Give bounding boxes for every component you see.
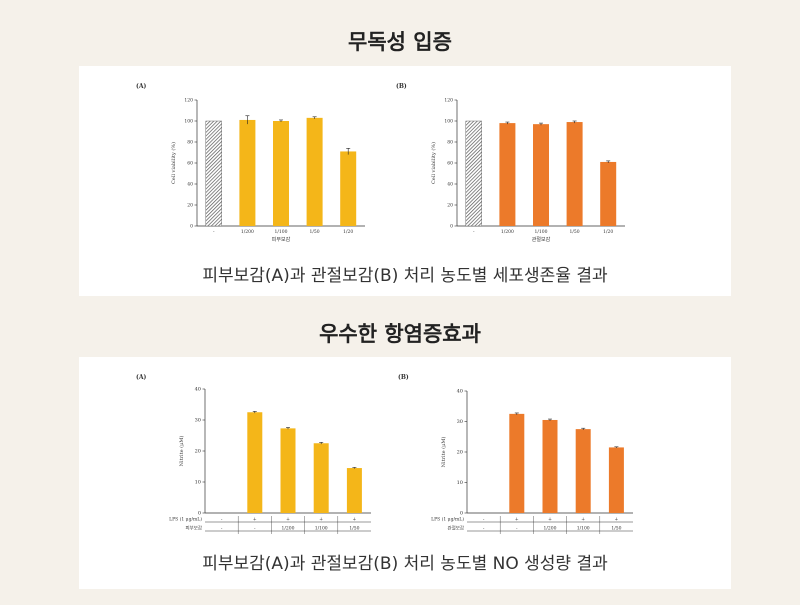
y-tick-label: 10 xyxy=(195,480,201,486)
y-tick-label: 20 xyxy=(187,203,193,209)
table-cell: 1/200 xyxy=(544,526,557,532)
nitrite-chart-a: (A) 0 10 20 30 40 Nitrite (μM) LPS (1 μg/mL) - + +… xyxy=(136,374,371,534)
bar xyxy=(247,412,263,513)
y-tick-label: 20 xyxy=(195,449,201,455)
panel-label: (A) xyxy=(136,374,146,381)
y-tick-label: 80 xyxy=(187,140,193,146)
bar xyxy=(346,468,362,513)
panel-label: (A) xyxy=(136,83,146,90)
toxicity-caption: 피부보감(A)과 관절보감(B) 처리 농도별 세포생존율 결과 xyxy=(202,266,608,286)
y-axis-label: Nitrite (μM) xyxy=(178,436,185,467)
bar xyxy=(280,428,296,513)
bar xyxy=(465,120,483,227)
table-cell: - xyxy=(254,527,256,532)
y-tick-label: 20 xyxy=(447,203,453,209)
bar xyxy=(499,123,516,226)
bar xyxy=(205,120,223,227)
y-axis-label: Cell viability (%) xyxy=(170,142,177,184)
table-cell: - xyxy=(221,518,223,523)
table-cell: 1/200 xyxy=(282,526,295,532)
table-cell: 1/50 xyxy=(349,526,359,532)
table-cell: + xyxy=(581,517,585,523)
table-row-label: 관절보감 xyxy=(447,525,464,532)
y-tick-label: 100 xyxy=(184,119,193,125)
bar xyxy=(608,447,624,513)
table-cell: + xyxy=(548,517,552,523)
y-tick-label: 40 xyxy=(447,182,453,188)
y-tick-label: 40 xyxy=(457,389,463,395)
table-cell: - xyxy=(483,518,485,523)
table-cell: + xyxy=(515,517,519,523)
y-tick-label: 0 xyxy=(198,511,201,517)
bar xyxy=(533,124,549,226)
table-cell: + xyxy=(615,517,619,523)
y-tick-label: 80 xyxy=(447,140,453,146)
y-tick-label: 40 xyxy=(187,182,193,188)
x-tick-label: 1/100 xyxy=(535,229,548,235)
table-row-label: 피부보감 xyxy=(185,525,202,532)
x-axis-label: 피부보감 xyxy=(272,236,291,243)
table-cell: + xyxy=(286,517,290,523)
table-cell: - xyxy=(516,527,518,532)
section-title-toxicity: 무독성 입증 xyxy=(348,30,452,54)
table-cell: + xyxy=(253,517,257,523)
bar xyxy=(600,161,617,226)
y-axis-label: Cell viability (%) xyxy=(430,142,437,184)
anti-inflammatory-caption: 피부보감(A)과 관절보감(B) 처리 농도별 NO 생성량 결과 xyxy=(202,554,608,574)
table-cell: 1/100 xyxy=(315,526,328,532)
bar xyxy=(306,117,323,226)
x-axis-label: 관절보감 xyxy=(532,236,551,243)
nitrite-chart-b: (B) 0 10 20 30 40 Nitrite (μM) LPS (1 μg/mL) - + +… xyxy=(398,374,633,534)
x-tick-label: 1/200 xyxy=(241,229,254,235)
y-tick-label: 0 xyxy=(450,224,453,230)
panel-label: (B) xyxy=(398,374,409,381)
y-tick-label: 120 xyxy=(444,98,453,104)
table-row-label: LPS (1 μg/mL) xyxy=(431,516,464,523)
table-cell: 1/100 xyxy=(577,526,590,532)
bar xyxy=(313,443,329,513)
bar xyxy=(542,419,558,513)
y-tick-label: 0 xyxy=(190,224,193,230)
bar xyxy=(509,413,525,513)
table-cell: + xyxy=(319,517,323,523)
y-tick-label: 30 xyxy=(195,418,201,424)
x-tick-label: - xyxy=(213,230,215,235)
y-tick-label: 120 xyxy=(184,98,193,104)
table-row-label: LPS (1 μg/mL) xyxy=(169,516,202,523)
x-tick-label: 1/200 xyxy=(501,229,514,235)
y-tick-label: 40 xyxy=(195,387,201,393)
anti-inflammatory-panel: (A) 0 10 20 30 40 Nitrite (μM) LPS (1 μg/mL) - + +… xyxy=(79,357,731,589)
toxicity-panel: (A) 0 20 40 60 80 100 120 Cell viability (%) - 1/2… xyxy=(79,66,731,296)
y-tick-label: 10 xyxy=(457,480,463,486)
bar xyxy=(340,151,357,226)
table-cell: 1/50 xyxy=(611,526,621,532)
bar xyxy=(566,122,583,226)
y-tick-label: 60 xyxy=(447,161,453,167)
section-title-anti-inflammatory: 우수한 항염증효과 xyxy=(319,322,481,346)
x-tick-label: 1/50 xyxy=(310,229,320,235)
y-tick-label: 20 xyxy=(457,450,463,456)
x-tick-label: 1/20 xyxy=(603,229,613,235)
bar xyxy=(575,429,591,513)
cell-viability-chart-b: (B) 0 20 40 60 80 100 120 Cell viability (%) - 1/2… xyxy=(396,83,625,243)
x-tick-label: 1/50 xyxy=(570,229,580,235)
y-tick-label: 100 xyxy=(444,119,453,125)
x-tick-label: 1/20 xyxy=(343,229,353,235)
x-tick-label: - xyxy=(473,230,475,235)
y-tick-label: 0 xyxy=(460,511,463,517)
cell-viability-chart-a: (A) 0 20 40 60 80 100 120 Cell viability (%) - 1/2… xyxy=(136,83,365,243)
table-cell: - xyxy=(221,527,223,532)
y-tick-label: 60 xyxy=(187,161,193,167)
x-tick-label: 1/100 xyxy=(275,229,288,235)
table-cell: - xyxy=(483,527,485,532)
y-axis-label: Nitrite (μM) xyxy=(440,437,447,468)
table-cell: + xyxy=(353,517,357,523)
y-tick-label: 30 xyxy=(457,419,463,425)
panel-label: (B) xyxy=(396,83,407,90)
bar xyxy=(273,121,289,226)
bar xyxy=(239,119,256,226)
